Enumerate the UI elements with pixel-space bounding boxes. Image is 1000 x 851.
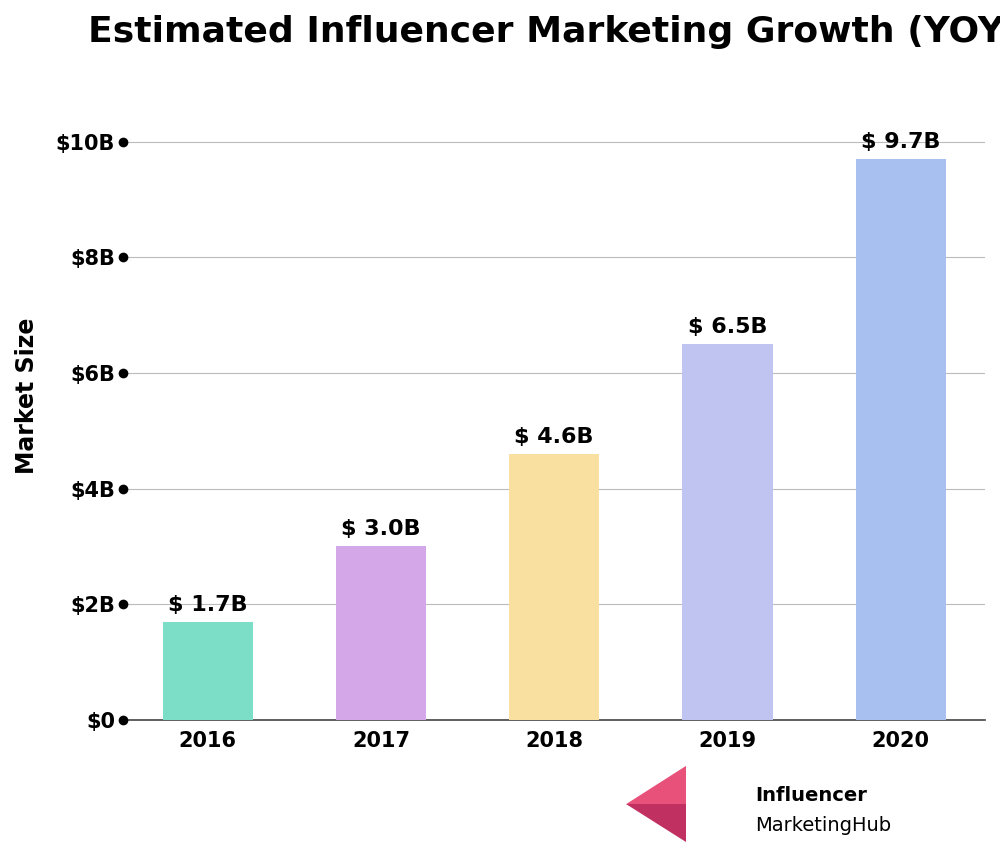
Text: Influencer: Influencer — [755, 786, 867, 805]
Y-axis label: Market Size: Market Size — [15, 318, 39, 474]
Bar — [336, 546, 426, 720]
Bar — [856, 159, 946, 720]
Polygon shape — [626, 766, 686, 804]
Polygon shape — [626, 804, 686, 842]
Bar — [509, 454, 599, 720]
Text: $ 1.7B: $ 1.7B — [168, 595, 247, 614]
Title: Estimated Influencer Marketing Growth (YOY): Estimated Influencer Marketing Growth (Y… — [88, 15, 1000, 49]
Text: $ 3.0B: $ 3.0B — [341, 519, 421, 540]
Text: $ 4.6B: $ 4.6B — [514, 427, 594, 447]
Text: $ 9.7B: $ 9.7B — [861, 132, 941, 152]
Text: $ 6.5B: $ 6.5B — [688, 317, 767, 337]
Bar — [682, 344, 773, 720]
Text: MarketingHub: MarketingHub — [755, 816, 891, 835]
Bar — [163, 621, 253, 720]
